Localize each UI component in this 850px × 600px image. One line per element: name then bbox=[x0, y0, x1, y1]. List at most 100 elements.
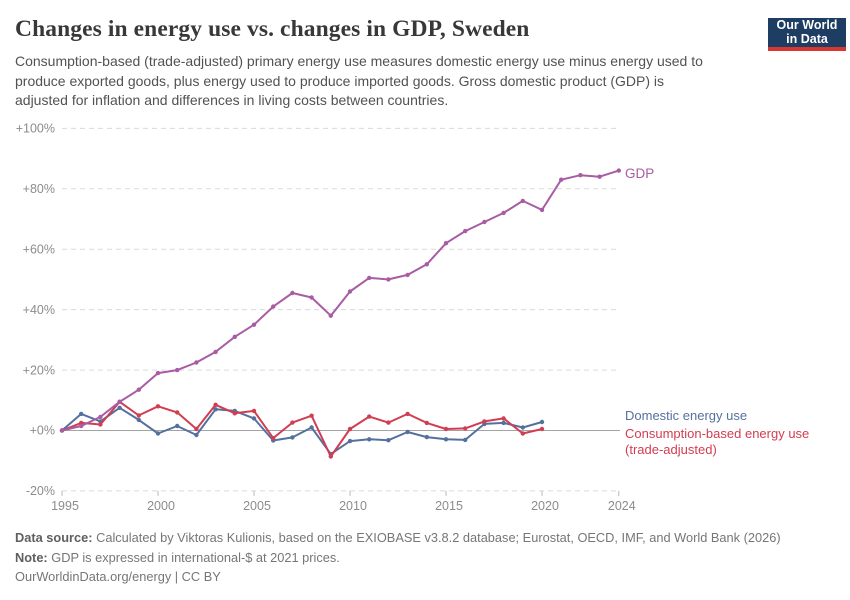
series-point-gdp bbox=[405, 272, 410, 278]
series-point-gdp bbox=[251, 322, 257, 327]
series-point-consumption-based-energy-use-trade-adjusted bbox=[79, 420, 84, 426]
series-point-gdp bbox=[559, 177, 564, 182]
x-tick-label: 1995 bbox=[51, 499, 79, 513]
subtitle-line: produce exported goods, plus energy used… bbox=[15, 72, 665, 89]
y-tick-label: +60% bbox=[23, 242, 55, 256]
y-tick-label: +0% bbox=[30, 424, 55, 438]
series-point-domestic-energy-use bbox=[117, 405, 122, 410]
series-point-consumption-based-energy-use-trade-adjusted bbox=[443, 426, 449, 432]
series-point-consumption-based-energy-use-trade-adjusted bbox=[271, 435, 276, 441]
series-point-gdp bbox=[213, 349, 218, 355]
y-tick-label: +20% bbox=[23, 363, 55, 377]
x-tick-label: 2005 bbox=[243, 499, 271, 513]
series-label-consumption-line2: (trade-adjusted) bbox=[625, 442, 717, 457]
series-point-domestic-energy-use bbox=[443, 437, 449, 442]
series-point-domestic-energy-use bbox=[405, 429, 410, 435]
series-point-gdp bbox=[79, 423, 84, 429]
series-point-gdp bbox=[443, 241, 449, 246]
series-point-gdp bbox=[98, 414, 103, 420]
series-point-consumption-based-energy-use-trade-adjusted bbox=[328, 454, 333, 459]
x-tick-label: 2015 bbox=[435, 499, 463, 513]
logo-text-line2: in Data bbox=[786, 31, 828, 46]
series-point-domestic-energy-use bbox=[175, 423, 180, 429]
footer-note-text: GDP is expressed in international-$ at 2… bbox=[47, 550, 340, 565]
series-point-consumption-based-energy-use-trade-adjusted bbox=[463, 426, 468, 431]
series-point-gdp bbox=[386, 277, 391, 282]
series-point-domestic-energy-use bbox=[347, 438, 353, 444]
series-point-consumption-based-energy-use-trade-adjusted bbox=[482, 419, 487, 424]
series-line-domestic-energy-use bbox=[61, 406, 543, 456]
series-point-gdp bbox=[232, 334, 237, 339]
series-point-domestic-energy-use bbox=[155, 431, 161, 436]
footer-note: Note: GDP is expressed in international-… bbox=[15, 550, 340, 565]
series-point-gdp bbox=[482, 219, 487, 225]
series-point-domestic-energy-use bbox=[290, 435, 295, 440]
series-point-consumption-based-energy-use-trade-adjusted bbox=[136, 413, 141, 418]
series-point-gdp bbox=[155, 370, 161, 376]
series-point-domestic-energy-use bbox=[251, 416, 257, 421]
page-title: Changes in energy use vs. changes in GDP… bbox=[15, 16, 530, 42]
series-point-domestic-energy-use bbox=[501, 420, 506, 426]
subtitle-line: adjusted for inflation and differences i… bbox=[15, 92, 449, 108]
series-point-consumption-based-energy-use-trade-adjusted bbox=[347, 426, 353, 432]
series-point-gdp bbox=[539, 207, 545, 213]
logo-text-line1: Our World bbox=[776, 18, 838, 32]
series-point-domestic-energy-use bbox=[194, 432, 199, 438]
footer-citation-link[interactable]: OurWorldinData.org/energy | CC BY bbox=[15, 569, 221, 584]
y-tick-label: +40% bbox=[23, 303, 55, 317]
series-point-consumption-based-energy-use-trade-adjusted bbox=[386, 420, 391, 425]
series-point-domestic-energy-use bbox=[79, 411, 84, 417]
series-point-consumption-based-energy-use-trade-adjusted bbox=[539, 426, 545, 432]
series-point-domestic-energy-use bbox=[539, 419, 545, 425]
y-tick-label: -20% bbox=[26, 484, 55, 498]
series-point-domestic-energy-use bbox=[463, 437, 468, 443]
series-point-gdp bbox=[347, 289, 353, 294]
series-point-consumption-based-energy-use-trade-adjusted bbox=[520, 431, 525, 436]
series-point-consumption-based-energy-use-trade-adjusted bbox=[155, 404, 161, 409]
series-point-gdp bbox=[175, 367, 180, 373]
series-line-gdp bbox=[61, 169, 620, 432]
chart-subtitle: Consumption-based (trade-adjusted) prima… bbox=[15, 52, 760, 111]
series-point-gdp bbox=[309, 295, 314, 300]
series-point-consumption-based-energy-use-trade-adjusted bbox=[501, 416, 506, 421]
series-point-domestic-energy-use bbox=[367, 437, 372, 442]
series-label-domestic-energy-use: Domestic energy use bbox=[625, 408, 748, 423]
series-point-gdp bbox=[424, 262, 429, 267]
series-point-consumption-based-energy-use-trade-adjusted bbox=[194, 426, 199, 432]
series-point-consumption-based-energy-use-trade-adjusted bbox=[213, 402, 218, 407]
series-point-gdp bbox=[194, 360, 199, 365]
series-point-domestic-energy-use bbox=[386, 438, 391, 443]
subtitle-line: Consumption-based (trade-adjusted) prima… bbox=[15, 53, 703, 69]
series-point-consumption-based-energy-use-trade-adjusted bbox=[175, 410, 180, 415]
series-point-domestic-energy-use bbox=[309, 425, 314, 430]
series-point-gdp bbox=[271, 304, 276, 309]
series-point-gdp bbox=[616, 168, 621, 173]
y-tick-label: +80% bbox=[23, 182, 55, 196]
series-point-gdp bbox=[578, 173, 583, 178]
footer-note-label: Note: bbox=[15, 550, 48, 565]
series-point-domestic-energy-use bbox=[213, 407, 218, 412]
series-point-gdp bbox=[597, 174, 602, 179]
series-point-gdp bbox=[59, 428, 65, 433]
series-label-consumption-based: Consumption-based energy use (trade-adju… bbox=[625, 426, 809, 458]
series-point-gdp bbox=[367, 275, 372, 281]
x-tick-label: 2000 bbox=[147, 499, 175, 513]
footer-data-source-text: Calculated by Viktoras Kulionis, based o… bbox=[92, 530, 781, 545]
series-point-domestic-energy-use bbox=[520, 425, 525, 430]
series-line-consumption-based-energy-use-trade-adjusted bbox=[61, 400, 543, 458]
series-point-gdp bbox=[520, 198, 525, 204]
x-tick-label: 2024 bbox=[608, 499, 636, 513]
series-point-gdp bbox=[328, 313, 333, 318]
series-point-consumption-based-energy-use-trade-adjusted bbox=[405, 411, 410, 417]
series-point-consumption-based-energy-use-trade-adjusted bbox=[98, 422, 103, 427]
series-point-consumption-based-energy-use-trade-adjusted bbox=[290, 420, 295, 425]
y-tick-label: +100% bbox=[16, 122, 55, 136]
series-label-consumption-line1: Consumption-based energy use bbox=[625, 426, 810, 441]
x-tick-label: 2020 bbox=[531, 499, 559, 513]
owid-logo[interactable]: Our World in Data bbox=[768, 18, 846, 51]
series-point-domestic-energy-use bbox=[424, 434, 429, 440]
series-point-consumption-based-energy-use-trade-adjusted bbox=[251, 408, 257, 414]
series-point-gdp bbox=[117, 399, 122, 404]
